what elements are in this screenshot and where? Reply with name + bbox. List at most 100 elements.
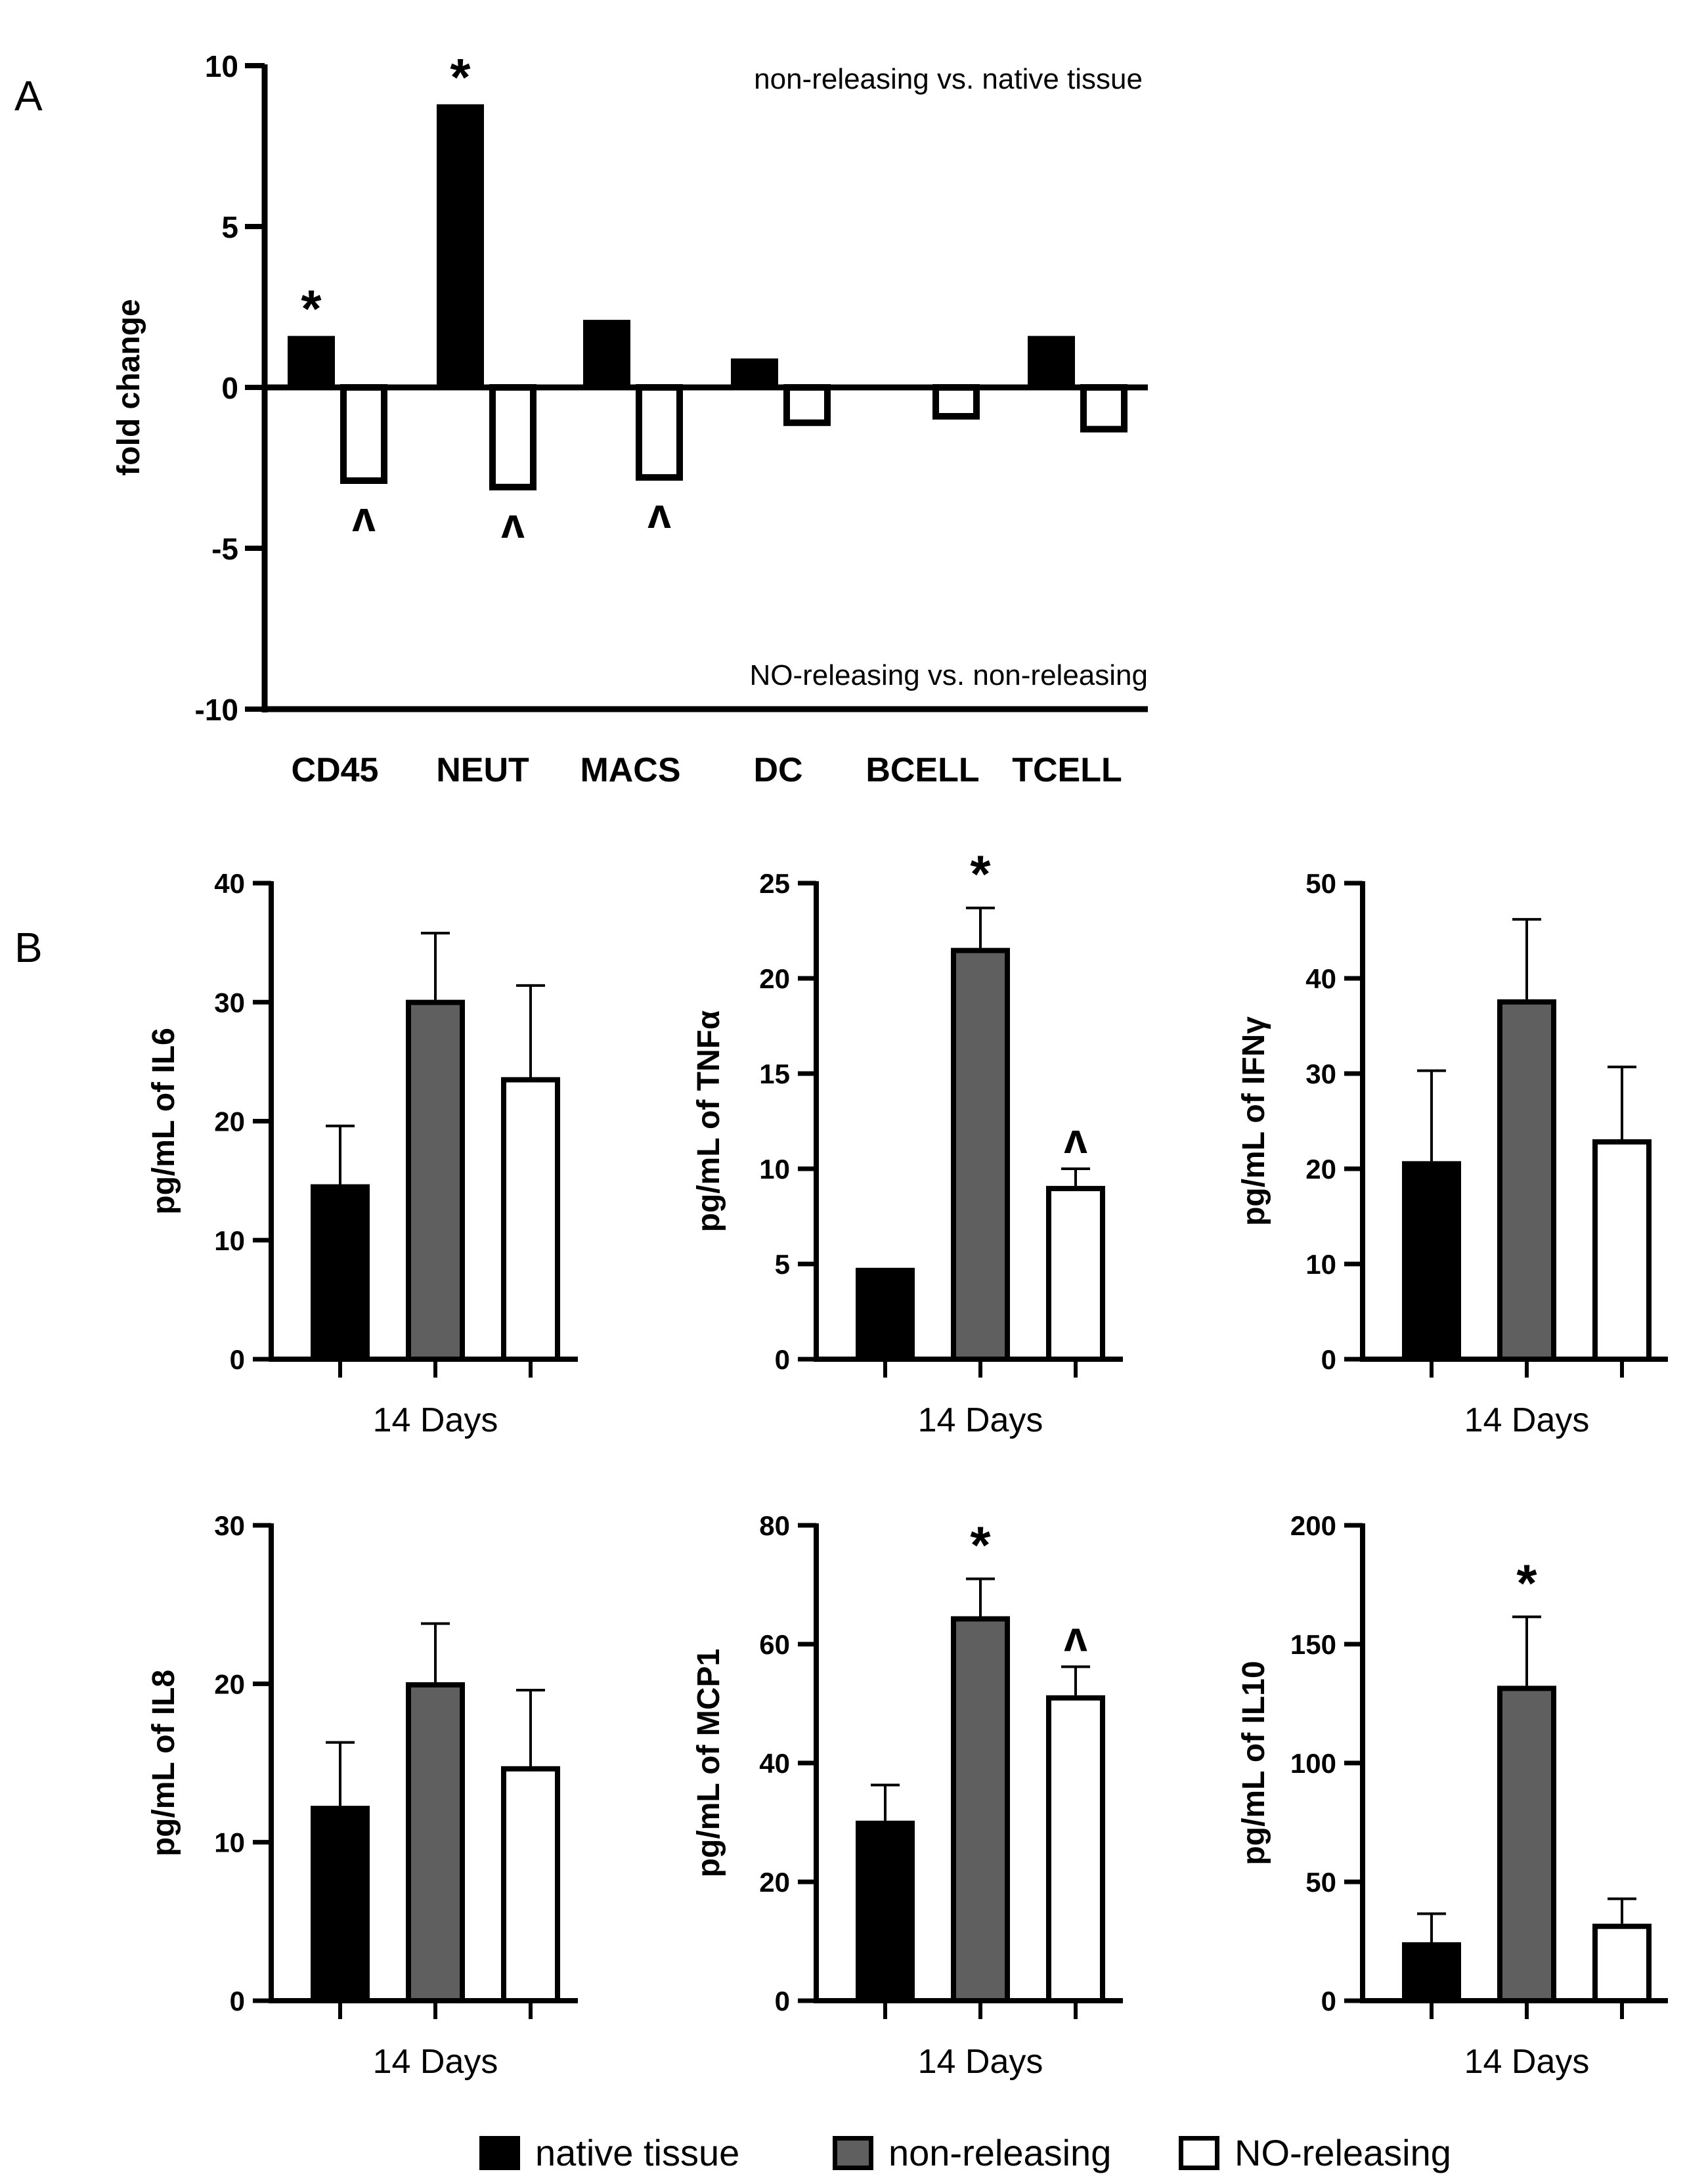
y-axis-title: pg/mL of MCP1 <box>691 1649 726 1877</box>
bar-tnfa-non-releasing <box>951 947 1010 1362</box>
y-tick-label: 50 <box>1305 868 1336 899</box>
bar-neut-no-vs-non-releasing <box>489 384 536 490</box>
legend-label: NO-releasing <box>1235 2132 1451 2173</box>
y-tick-label: 100 <box>1290 1748 1336 1779</box>
y-tick-label: 15 <box>759 1058 790 1089</box>
category-label: BCELL <box>865 751 979 789</box>
x-axis-title: 14 Days <box>918 2043 1043 2081</box>
bar-dc-no-vs-non-releasing <box>783 384 831 426</box>
bar-tcell-non-releasing-vs-native <box>1028 336 1075 387</box>
bar-mcp1-native-tissue <box>856 1820 915 2001</box>
significance-caret: ʌ <box>647 490 671 537</box>
chart-ifng: 0 10 20 30 40 50 pg/mL of IFNγ 14 Days <box>1237 868 1668 1439</box>
y-tick-label: 0 <box>230 1344 245 1375</box>
bar-bcell-no-vs-non-releasing <box>932 384 980 420</box>
bar-tnfa-native-tissue <box>856 1267 915 1359</box>
y-tick-label: 80 <box>759 1510 790 1541</box>
y-tick-label: 20 <box>214 1668 245 1699</box>
y-tick-label: 5 <box>775 1249 790 1280</box>
y-tick-label: 0 <box>1321 1986 1336 2016</box>
legend-swatch-1 <box>833 2136 873 2170</box>
y-axis-title: pg/mL of TNFα <box>691 1010 726 1232</box>
bar-macs-no-vs-non-releasing <box>636 384 683 481</box>
y-tick-label: 20 <box>759 1867 790 1898</box>
bar-ifng-no-releasing <box>1592 1139 1652 1362</box>
x-axis-title: 14 Days <box>1464 2043 1590 2081</box>
category-label: MACS <box>580 751 680 789</box>
y-tick-label: 40 <box>214 868 245 899</box>
y-tick-label: 0 <box>775 1986 790 2016</box>
bar-il8-non-releasing <box>406 1682 465 2003</box>
y-tick-label: 20 <box>214 1106 245 1137</box>
y-tick-label: 30 <box>1305 1058 1336 1089</box>
significance-star: * <box>1516 1554 1537 1612</box>
panel-letter-a: A <box>14 72 43 120</box>
bar-il6-no-releasing <box>501 1077 560 1362</box>
y-tick-label: 25 <box>759 868 790 899</box>
y-tick-label: 0 <box>775 1344 790 1375</box>
category-label: NEUT <box>436 751 529 789</box>
legend-label: native tissue <box>535 2132 739 2173</box>
significance-star: * <box>450 48 471 106</box>
y-tick-label: 40 <box>759 1748 790 1779</box>
y-axis-title: pg/mL of IL6 <box>146 1028 181 1214</box>
bar-ifng-non-releasing <box>1497 999 1556 1362</box>
y-tick-label: 30 <box>214 987 245 1018</box>
bar-mcp1-no-releasing <box>1046 1695 1105 2004</box>
bar-dc-non-releasing-vs-native <box>731 358 778 387</box>
y-tick-label: 150 <box>1290 1629 1336 1660</box>
y-tick-label: 10 <box>214 1225 245 1256</box>
y-tick-label: -5 <box>211 532 238 566</box>
bar-cd45-no-vs-non-releasing <box>340 384 387 484</box>
y-tick-label: 0 <box>230 1986 245 2016</box>
y-tick-label: 40 <box>1305 963 1336 994</box>
legend: native tissue non-releasing NO-releasing <box>479 2132 1451 2173</box>
x-axis-title: 14 Days <box>918 1401 1043 1439</box>
y-tick-label: 200 <box>1290 1510 1336 1541</box>
significance-caret: ʌ <box>352 493 376 540</box>
chart-il8: 0 10 20 30 pg/mL of IL8 14 Days <box>146 1510 578 2081</box>
panel-b-cytokine-charts: B 0 10 20 30 40 pg/mL of IL6 14 Days 0 5 10 15 20 25 p… <box>14 845 1668 2081</box>
chart-il6: 0 10 20 30 40 pg/mL of IL6 14 Days <box>146 868 578 1439</box>
y-tick-label: 10 <box>1305 1249 1336 1280</box>
y-tick-label: 60 <box>759 1629 790 1660</box>
bar-ifng-native-tissue <box>1402 1161 1461 1359</box>
annotation-top: non-releasing vs. native tissue <box>754 63 1143 95</box>
legend-label: non-releasing <box>888 2132 1111 2173</box>
bar-il8-native-tissue <box>311 1806 370 2001</box>
panel-a-fold-change-chart: A 10 5 0 -5 -10 fold change CD45 NEUT MACS DC BCELL… <box>14 48 1148 789</box>
y-axis-title: pg/mL of IFNγ <box>1237 1016 1271 1226</box>
x-axis-title: 14 Days <box>373 2043 498 2081</box>
bar-macs-non-releasing-vs-native <box>583 320 630 387</box>
y-tick-label: 0 <box>1321 1344 1336 1375</box>
chart-tnfa: 0 5 10 15 20 25 pg/mL of TNFα * ʌ 14 Days <box>691 845 1123 1439</box>
chart-il10: 0 50 100 150 200 pg/mL of IL10 * 14 Days <box>1237 1510 1668 2081</box>
bar-il6-native-tissue <box>311 1184 370 1359</box>
bar-il10-native-tissue <box>1402 1942 1461 2001</box>
category-label: TCELL <box>1012 751 1122 789</box>
bar-mcp1-non-releasing <box>951 1616 1010 2004</box>
y-tick-label: 0 <box>221 371 238 405</box>
x-axis-title: 14 Days <box>373 1401 498 1439</box>
y-tick-label: 30 <box>214 1510 245 1541</box>
significance-caret: ʌ <box>1064 1613 1087 1660</box>
y-tick-label: 50 <box>1305 1867 1336 1898</box>
significance-star: * <box>970 845 991 904</box>
annotation-bottom: NO-releasing vs. non-releasing <box>749 659 1148 691</box>
y-axis-title: fold change <box>112 299 146 475</box>
y-tick-label: 5 <box>221 210 238 244</box>
significance-star: * <box>301 280 322 338</box>
y-axis-title: pg/mL of IL8 <box>146 1670 181 1856</box>
y-tick-label: 10 <box>214 1827 245 1858</box>
bar-il10-non-releasing <box>1497 1686 1556 2004</box>
x-axis-title: 14 Days <box>1464 1401 1590 1439</box>
bar-tnfa-no-releasing <box>1046 1186 1105 1362</box>
significance-caret: ʌ <box>1064 1115 1087 1162</box>
y-tick-label: 10 <box>759 1154 790 1185</box>
y-tick-label: 20 <box>759 963 790 994</box>
bar-neut-non-releasing-vs-native <box>437 104 484 388</box>
y-tick-label: -10 <box>195 693 238 727</box>
y-axis-title: pg/mL of IL10 <box>1237 1661 1271 1865</box>
bar-il10-no-releasing <box>1592 1923 1652 2003</box>
